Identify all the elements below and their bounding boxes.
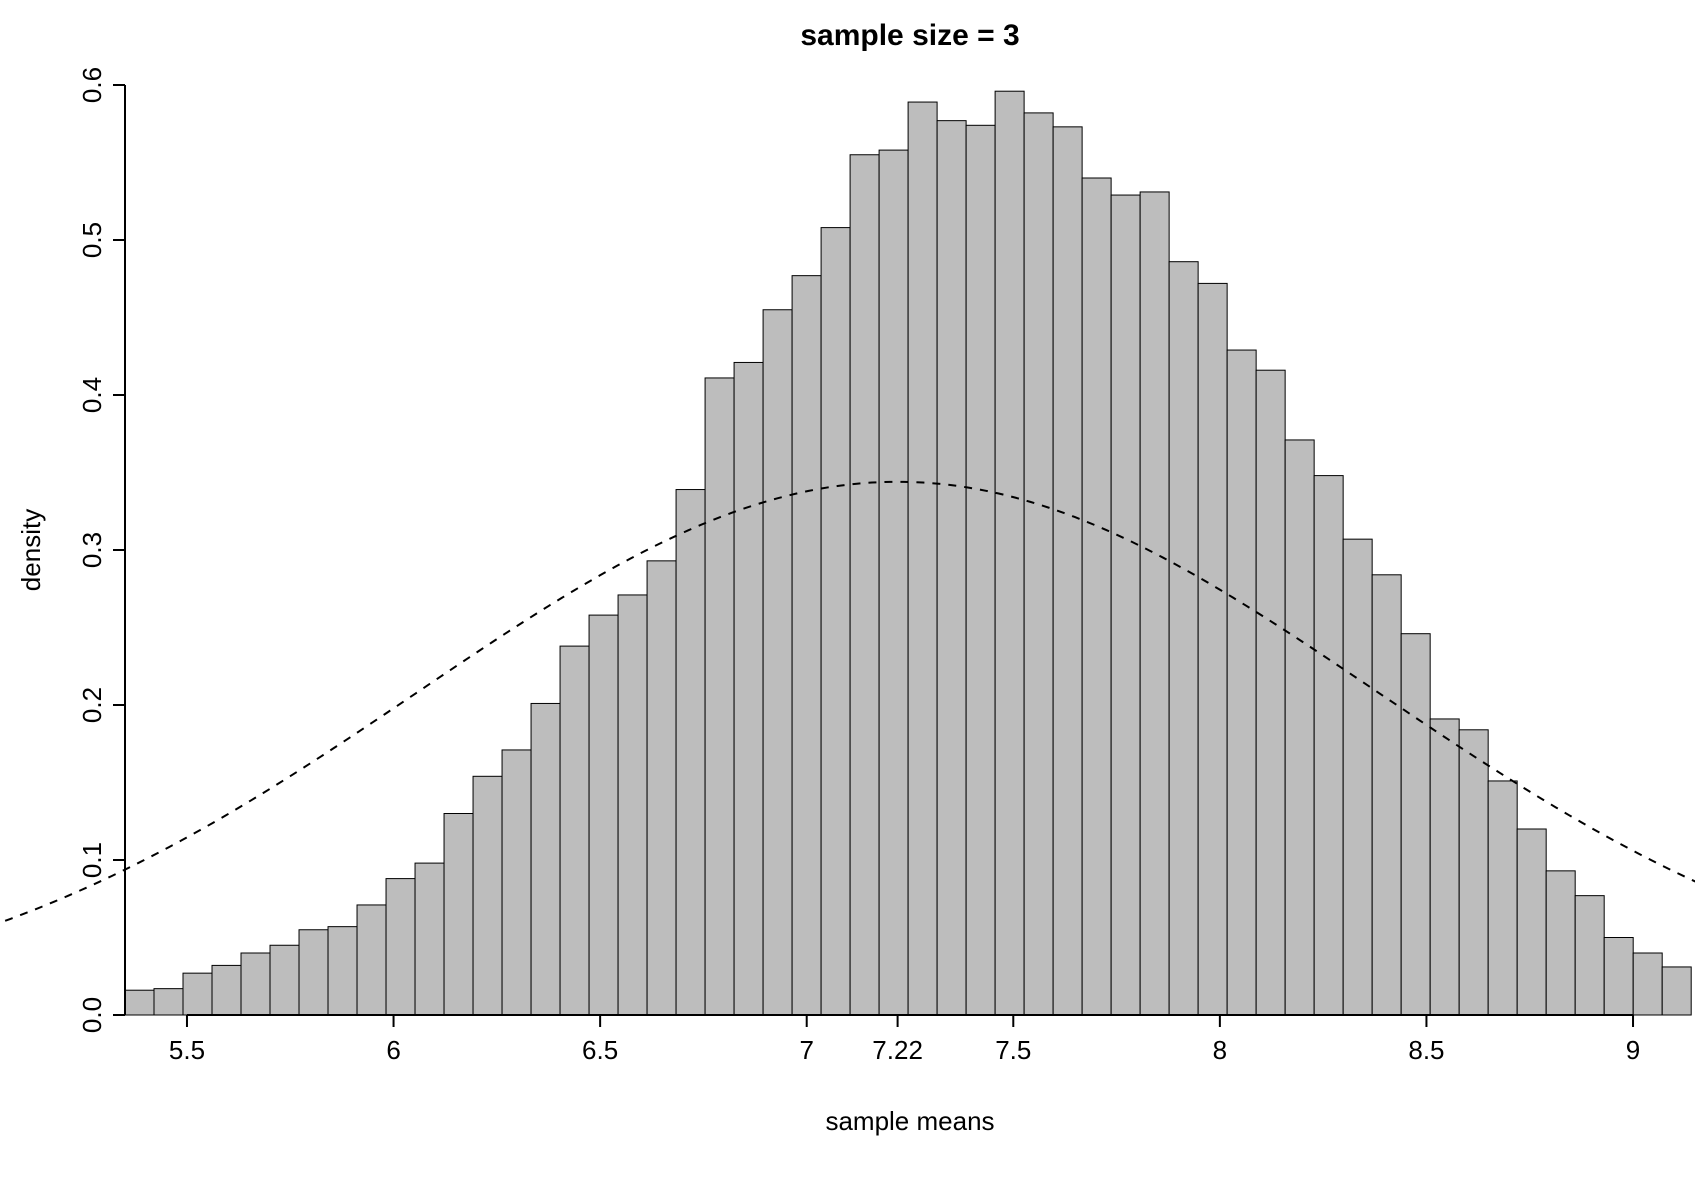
histogram-bar: [1459, 730, 1488, 1015]
histogram-bar: [183, 973, 212, 1015]
x-tick-label: 8.5: [1408, 1035, 1444, 1065]
histogram-bar: [1082, 178, 1111, 1015]
y-tick-label: 0.2: [77, 687, 107, 723]
histogram-bar: [734, 362, 763, 1015]
histogram-bar: [502, 750, 531, 1015]
histogram-bar: [821, 228, 850, 1015]
histogram-bar: [1343, 539, 1372, 1015]
histogram-bar: [618, 595, 647, 1015]
chart-title: sample size = 3: [800, 19, 1019, 52]
histogram-bar: [212, 965, 241, 1015]
histogram-bar: [415, 863, 444, 1015]
histogram-bar: [1517, 829, 1546, 1015]
histogram-bar: [1285, 440, 1314, 1015]
x-tick-label: 7: [799, 1035, 813, 1065]
histogram-bar: [705, 378, 734, 1015]
histogram-bar: [1140, 192, 1169, 1015]
histogram-bar: [1256, 370, 1285, 1015]
histogram-chart: sample size = 3 0.0 0.1 0.2 0.3 0.4 0.5 0.6 5.5 6…: [0, 0, 1695, 1200]
histogram-bar: [125, 990, 154, 1015]
histogram-bar: [647, 561, 676, 1015]
histogram-bar: [1111, 195, 1140, 1015]
histogram-bar: [1198, 283, 1227, 1015]
x-tick-label: 8: [1213, 1035, 1227, 1065]
y-tick-label: 0.3: [77, 532, 107, 568]
y-axis-label: density: [16, 509, 46, 591]
histogram-bar: [1053, 127, 1082, 1015]
histogram-bar: [792, 276, 821, 1015]
histogram-bar: [473, 776, 502, 1015]
histogram-bar: [1633, 953, 1662, 1015]
y-tick-label: 0.1: [77, 842, 107, 878]
histogram-bar: [676, 490, 705, 1015]
x-tick-label: 6.5: [582, 1035, 618, 1065]
histogram-bar: [937, 121, 966, 1015]
histogram-bar: [879, 150, 908, 1015]
y-tick-label: 0.0: [77, 997, 107, 1033]
histogram-bar: [328, 927, 357, 1015]
histogram-bar: [386, 879, 415, 1015]
histogram-bar: [1430, 719, 1459, 1015]
histogram-bar: [1662, 967, 1691, 1015]
x-axis-label: sample means: [825, 1106, 994, 1136]
histogram-bar: [966, 125, 995, 1015]
histogram-bar: [995, 91, 1024, 1015]
histogram-bar: [1575, 896, 1604, 1015]
x-tick-label: 9: [1626, 1035, 1640, 1065]
histogram-bar: [531, 703, 560, 1015]
histogram-bar: [1488, 781, 1517, 1015]
histogram-bar: [299, 930, 328, 1015]
histogram-bar: [850, 155, 879, 1015]
histogram-bar: [1169, 262, 1198, 1015]
histogram-bar: [1401, 634, 1430, 1015]
histogram-bar: [357, 905, 386, 1015]
x-tick-label: 6: [386, 1035, 400, 1065]
chart-svg: sample size = 3 0.0 0.1 0.2 0.3 0.4 0.5 0.6 5.5 6…: [0, 0, 1695, 1200]
histogram-bar: [1024, 113, 1053, 1015]
histogram-bar: [1546, 871, 1575, 1015]
histogram-bar: [560, 646, 589, 1015]
x-tick-label: 7.22: [872, 1035, 923, 1065]
histogram-bar: [444, 814, 473, 1016]
histogram-bar: [589, 615, 618, 1015]
histogram-bar: [241, 953, 270, 1015]
histogram-bar: [1372, 575, 1401, 1015]
y-tick-label: 0.5: [77, 222, 107, 258]
histogram-bar: [270, 945, 299, 1015]
histogram-bar: [1604, 938, 1633, 1016]
y-tick-label: 0.6: [77, 67, 107, 103]
histogram-bar: [1227, 350, 1256, 1015]
x-tick-label: 7.5: [995, 1035, 1031, 1065]
x-tick-label: 5.5: [169, 1035, 205, 1065]
histogram-bar: [763, 310, 792, 1015]
histogram-bar: [154, 989, 183, 1015]
y-tick-label: 0.4: [77, 377, 107, 413]
histogram-bar: [908, 102, 937, 1015]
histogram-bar: [1314, 476, 1343, 1015]
